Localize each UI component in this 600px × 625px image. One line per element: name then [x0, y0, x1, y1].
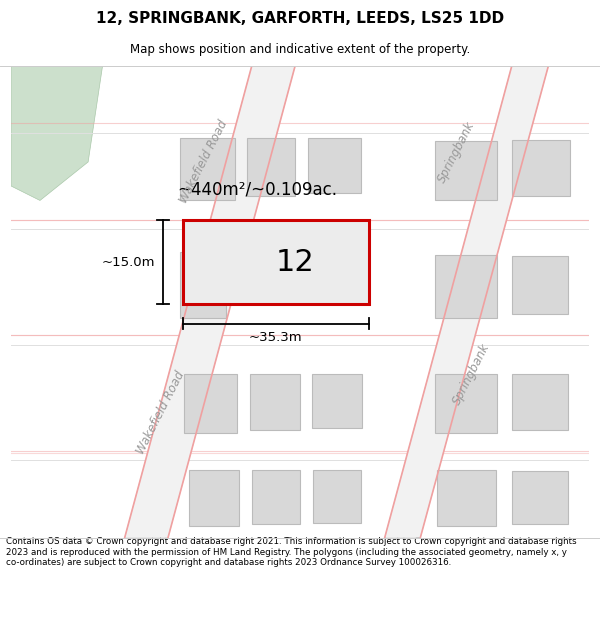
Bar — [512, 471, 568, 524]
Bar — [184, 374, 238, 434]
Bar — [252, 470, 300, 524]
Bar — [435, 374, 497, 434]
Text: Wakefield Road: Wakefield Road — [134, 369, 187, 456]
Text: Contains OS data © Crown copyright and database right 2021. This information is : Contains OS data © Crown copyright and d… — [6, 538, 577, 568]
Text: Map shows position and indicative extent of the property.: Map shows position and indicative extent… — [130, 42, 470, 56]
Bar — [179, 253, 226, 318]
Polygon shape — [11, 66, 103, 201]
Polygon shape — [125, 66, 295, 538]
Bar — [247, 138, 295, 196]
Bar — [182, 220, 370, 304]
Bar — [313, 470, 361, 523]
Text: ~35.3m: ~35.3m — [249, 331, 303, 344]
Text: 12, SPRINGBANK, GARFORTH, LEEDS, LS25 1DD: 12, SPRINGBANK, GARFORTH, LEEDS, LS25 1D… — [96, 11, 504, 26]
Bar — [437, 470, 496, 526]
Bar — [512, 374, 568, 429]
Polygon shape — [385, 66, 548, 538]
Text: Springbank: Springbank — [451, 341, 493, 407]
Text: Springbank: Springbank — [435, 119, 477, 185]
Bar — [435, 256, 497, 318]
Bar — [308, 138, 361, 192]
Text: Wakefield Road: Wakefield Road — [177, 118, 230, 206]
Bar — [512, 140, 569, 196]
Bar — [435, 141, 497, 201]
Text: 12: 12 — [275, 248, 314, 277]
Text: ~440m²/~0.109ac.: ~440m²/~0.109ac. — [178, 181, 338, 199]
Bar — [189, 470, 239, 526]
Text: ~15.0m: ~15.0m — [102, 256, 155, 269]
Bar — [250, 374, 300, 429]
Bar — [179, 138, 235, 201]
Bar — [512, 256, 568, 314]
Bar — [311, 374, 362, 428]
